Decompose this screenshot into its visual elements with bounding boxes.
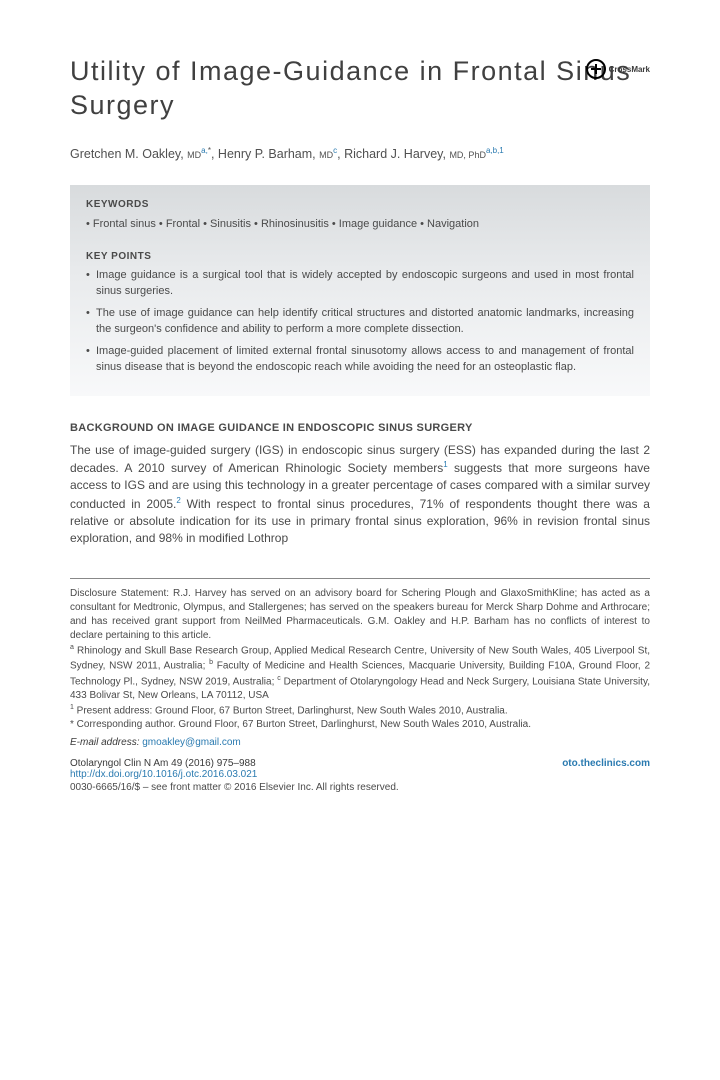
journal-citation: Otolaryngol Clin N Am 49 (2016) 975–988 bbox=[70, 758, 256, 769]
crossmark-icon bbox=[586, 59, 606, 79]
keypoints-list: Image guidance is a surgical tool that i… bbox=[86, 268, 634, 376]
footer-divider bbox=[70, 578, 650, 579]
author-list: Gretchen M. Oakley, MDa,*, Henry P. Barh… bbox=[70, 145, 650, 164]
keypoint-item: Image-guided placement of limited extern… bbox=[86, 344, 634, 376]
email-address[interactable]: gmoakley@gmail.com bbox=[142, 737, 241, 748]
email-label: E-mail address: bbox=[70, 737, 139, 748]
section-body: The use of image-guided surgery (IGS) in… bbox=[70, 442, 650, 548]
corresponding-author: * Corresponding author. Ground Floor, 67… bbox=[70, 718, 650, 732]
section-heading: BACKGROUND ON IMAGE GUIDANCE IN ENDOSCOP… bbox=[70, 422, 650, 434]
copyright-line: 0030-6665/16/$ – see front matter © 2016… bbox=[70, 782, 650, 793]
article-title: Utility of Image-Guidance in Frontal Sin… bbox=[70, 55, 650, 123]
doi-link[interactable]: http://dx.doi.org/10.1016/j.otc.2016.03.… bbox=[70, 769, 650, 780]
keypoints-heading: KEY POINTS bbox=[86, 251, 634, 262]
keywords-heading: KEYWORDS bbox=[86, 199, 634, 210]
keywords-list: • Frontal sinus • Frontal • Sinusitis • … bbox=[86, 216, 634, 233]
affiliations: a Rhinology and Skull Base Research Grou… bbox=[70, 643, 650, 703]
disclosure-statement: Disclosure Statement: R.J. Harvey has se… bbox=[70, 587, 650, 643]
crossmark-badge[interactable]: CrossMark bbox=[586, 59, 650, 79]
journal-row: Otolaryngol Clin N Am 49 (2016) 975–988 … bbox=[70, 758, 650, 769]
keypoint-item: Image guidance is a surgical tool that i… bbox=[86, 268, 634, 300]
present-address: 1 Present address: Ground Floor, 67 Burt… bbox=[70, 703, 650, 718]
keywords-keypoints-box: KEYWORDS • Frontal sinus • Frontal • Sin… bbox=[70, 185, 650, 395]
keypoint-item: The use of image guidance can help ident… bbox=[86, 306, 634, 338]
crossmark-label: CrossMark bbox=[609, 65, 650, 74]
journal-site[interactable]: oto.theclinics.com bbox=[562, 758, 650, 769]
article-header: Utility of Image-Guidance in Frontal Sin… bbox=[70, 55, 650, 123]
email-line: E-mail address: gmoakley@gmail.com bbox=[70, 737, 650, 748]
